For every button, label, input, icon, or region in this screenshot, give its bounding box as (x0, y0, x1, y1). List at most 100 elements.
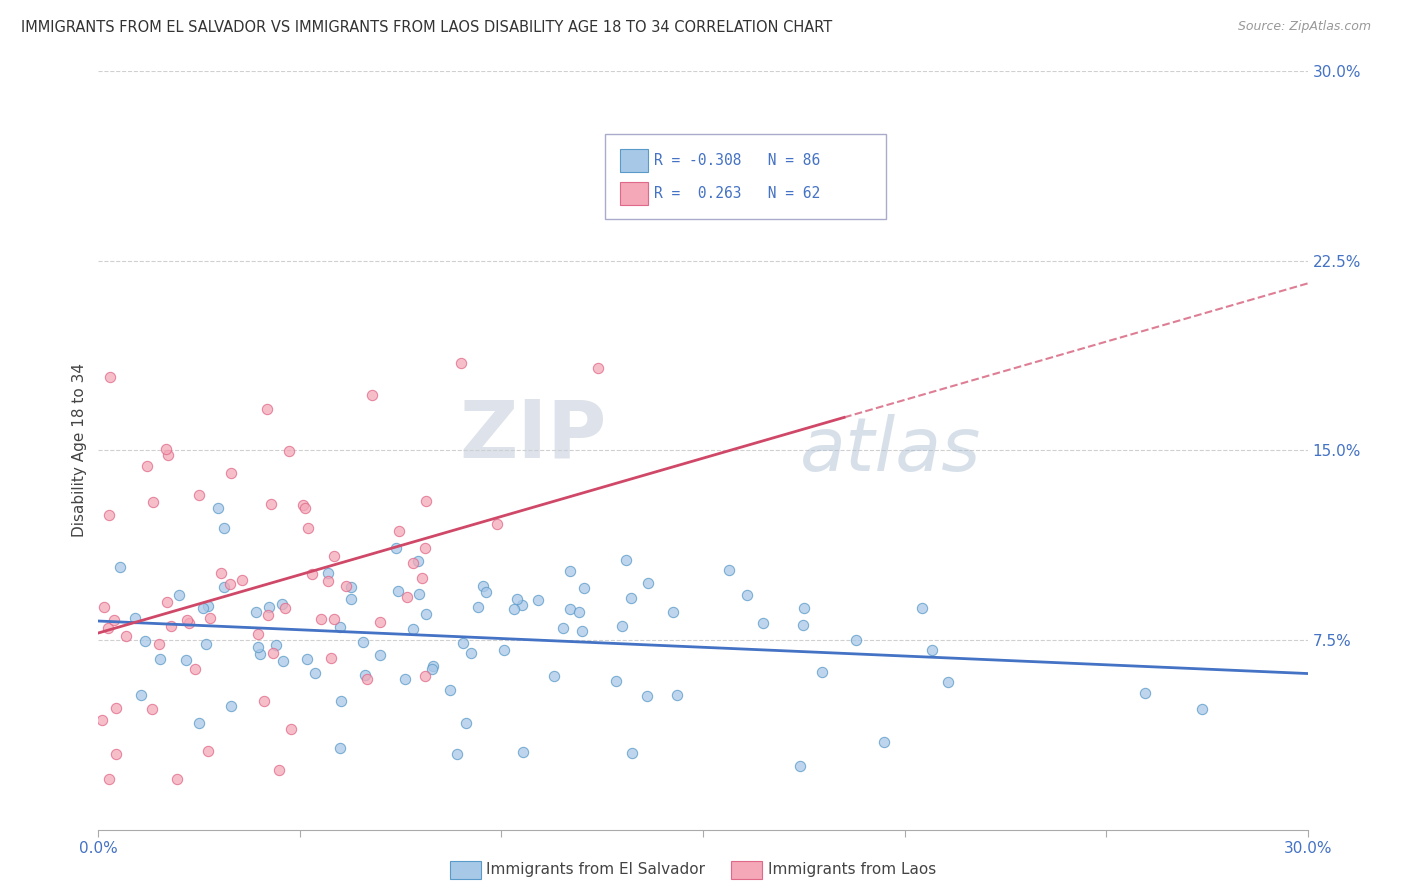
Point (368, 648, 391, 662)
Point (394, 672, 416, 686)
Point (411, 571, 433, 585)
Point (187, 488, 209, 502)
Point (472, 579, 495, 593)
Point (219, 698, 242, 713)
Point (415, 494, 437, 508)
Point (666, 688, 689, 702)
Point (160, 618, 183, 632)
Point (257, 607, 280, 622)
Point (572, 581, 595, 595)
Point (527, 593, 550, 607)
Point (420, 662, 443, 676)
Point (789, 759, 811, 773)
Point (212, 581, 235, 595)
Point (246, 626, 269, 640)
Point (454, 716, 477, 731)
Point (97, 508, 120, 522)
Point (450, 356, 472, 370)
Text: atlas: atlas (800, 415, 981, 486)
Point (605, 673, 627, 688)
Point (467, 599, 489, 614)
Point (301, 566, 323, 581)
Point (167, 589, 190, 603)
Point (492, 642, 515, 657)
Point (295, 651, 318, 665)
Point (157, 448, 180, 462)
Point (209, 566, 232, 580)
Point (408, 587, 430, 601)
Point (187, 715, 209, 730)
Point (177, 616, 200, 631)
Point (197, 599, 219, 614)
Point (551, 621, 574, 635)
Point (219, 576, 242, 591)
Point (415, 669, 437, 683)
Point (636, 689, 658, 703)
Point (134, 634, 156, 648)
Point (93, 600, 115, 615)
Point (280, 722, 302, 736)
Point (322, 612, 344, 626)
Point (156, 595, 179, 609)
Point (503, 602, 526, 616)
Point (475, 584, 498, 599)
Text: Immigrants from El Salvador: Immigrants from El Salvador (486, 863, 706, 877)
Point (198, 611, 221, 625)
Point (329, 620, 352, 634)
Point (309, 612, 332, 626)
Point (792, 618, 814, 632)
Point (384, 541, 406, 555)
Point (142, 494, 165, 508)
Point (316, 574, 339, 588)
Point (231, 573, 253, 587)
Point (422, 658, 444, 673)
Point (104, 701, 127, 715)
Text: Source: ZipAtlas.com: Source: ZipAtlas.com (1237, 20, 1371, 33)
Text: IMMIGRANTS FROM EL SALVADOR VS IMMIGRANTS FROM LAOS DISABILITY AGE 18 TO 34 CORR: IMMIGRANTS FROM EL SALVADOR VS IMMIGRANT… (21, 20, 832, 35)
Point (620, 591, 643, 605)
Point (141, 702, 163, 716)
Point (124, 611, 146, 625)
Point (512, 745, 534, 759)
Point (174, 652, 197, 666)
Point (612, 618, 634, 632)
Point (439, 683, 461, 698)
Point (319, 651, 342, 665)
Point (267, 764, 290, 778)
Point (292, 499, 315, 513)
Point (752, 616, 775, 631)
Point (131, 688, 153, 702)
Point (340, 580, 363, 594)
Point (387, 584, 409, 599)
Point (451, 636, 474, 650)
Text: ZIP: ZIP (458, 396, 606, 475)
Point (614, 553, 637, 567)
Point (316, 566, 339, 580)
Point (262, 646, 284, 660)
Point (212, 521, 235, 535)
Point (91, 713, 114, 727)
Point (402, 622, 425, 636)
Point (911, 601, 934, 615)
Point (845, 632, 868, 647)
Point (353, 667, 375, 681)
Point (270, 597, 292, 611)
Point (921, 643, 943, 657)
Point (135, 458, 157, 473)
Point (304, 666, 326, 681)
Point (274, 600, 297, 615)
Point (361, 388, 384, 402)
Point (543, 669, 565, 683)
Point (155, 442, 177, 456)
Point (329, 741, 352, 756)
Point (558, 564, 581, 578)
Point (246, 640, 269, 655)
Point (571, 624, 593, 638)
Point (191, 601, 214, 615)
Point (253, 694, 276, 708)
Point (446, 747, 468, 761)
Point (195, 637, 218, 651)
Point (1191, 702, 1213, 716)
Point (98, 370, 121, 384)
Point (620, 747, 643, 761)
